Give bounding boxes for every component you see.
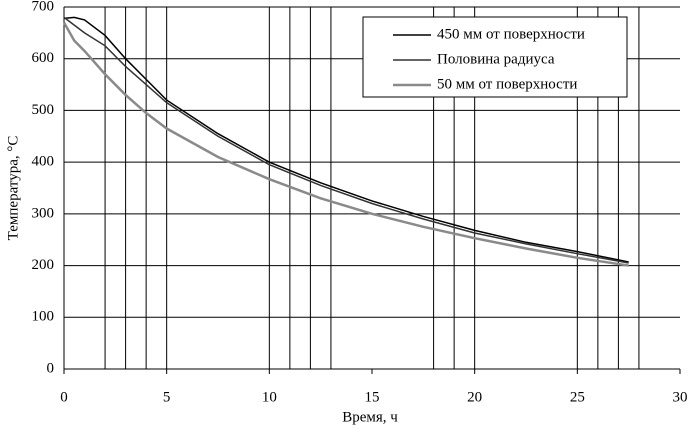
y-tick-label: 0 — [47, 360, 55, 376]
legend-box — [362, 16, 628, 98]
legend-label: 450 мм от поверхности — [437, 26, 585, 42]
y-tick-label: 600 — [32, 50, 55, 66]
y-axis-label: Температура, °C — [5, 136, 21, 241]
series-line — [62, 21, 629, 267]
x-tick-label: 0 — [60, 389, 68, 405]
x-tick-label: 25 — [570, 389, 585, 405]
x-tick-label: 30 — [673, 389, 688, 405]
x-axis-label: Время, ч — [342, 409, 398, 425]
series-line — [63, 16, 629, 264]
series-line — [63, 16, 629, 263]
y-tick-label: 400 — [32, 154, 55, 170]
x-tick-label: 15 — [365, 389, 380, 405]
y-tick-label: 200 — [32, 257, 55, 273]
y-tick-label: 300 — [32, 205, 55, 221]
y-tick-label: 700 — [32, 0, 55, 14]
x-tick-label: 5 — [163, 389, 171, 405]
legend-label: 50 мм от поверхности — [437, 76, 577, 92]
legend-label: Половина радиуса — [437, 51, 555, 67]
x-tick-label: 10 — [262, 389, 277, 405]
y-tick-label: 500 — [32, 102, 55, 118]
y-tick-label: 100 — [32, 309, 55, 325]
x-tick-label: 20 — [467, 389, 482, 405]
